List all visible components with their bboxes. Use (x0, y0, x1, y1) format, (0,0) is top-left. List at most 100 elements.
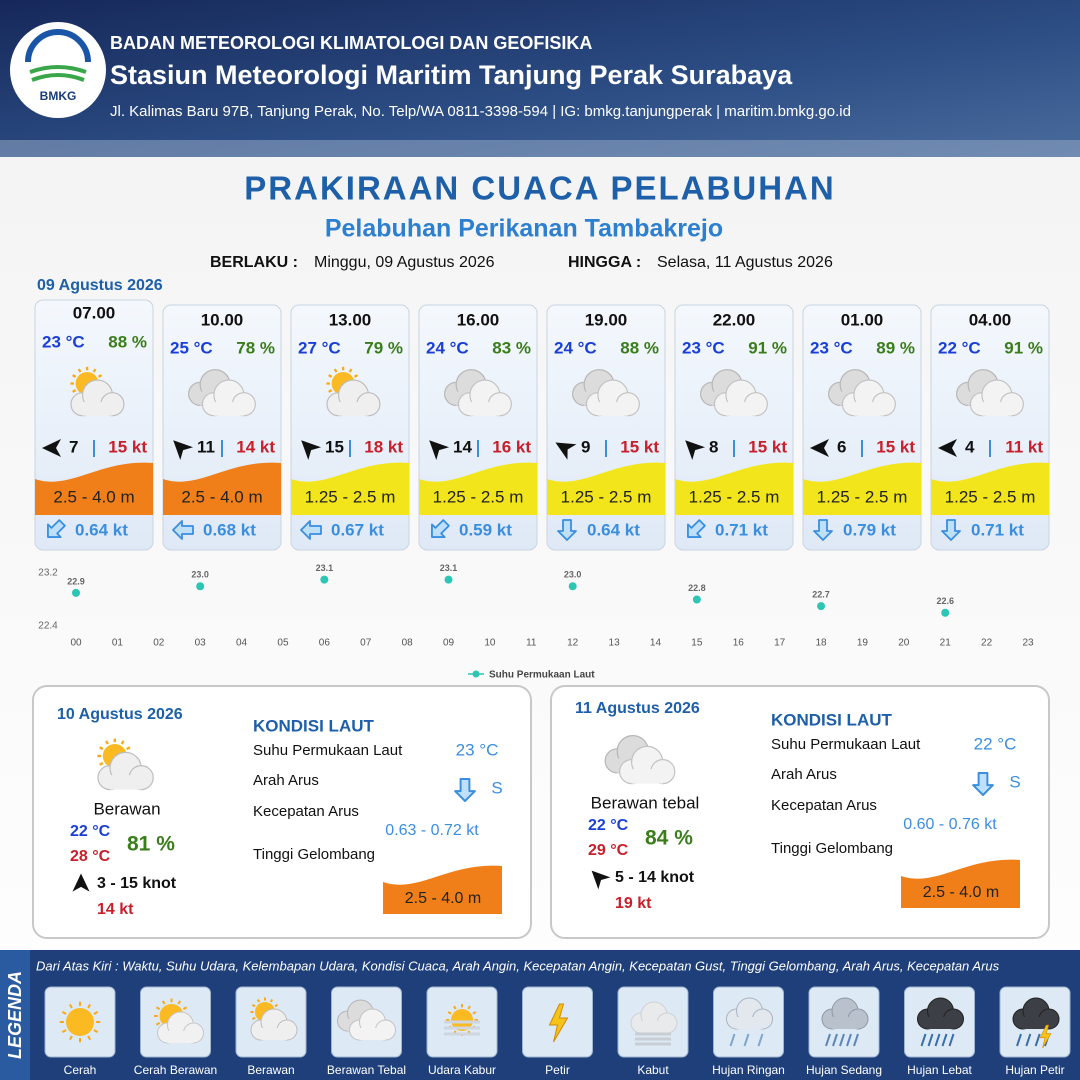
x-tick-label: 09 (443, 638, 455, 649)
current-arrow (300, 520, 322, 540)
current-dir-label: Arah Arus (253, 772, 319, 789)
speed-label: Kecepatan Arus (253, 803, 359, 820)
sun-ray (87, 1035, 92, 1041)
cloud-part (832, 1017, 858, 1029)
sun-ray (68, 1003, 73, 1009)
data-point (196, 582, 205, 591)
to-date: Selasa, 11 Agustus 2026 (657, 254, 833, 271)
lightning (548, 1003, 569, 1043)
humidity: 81 % (127, 833, 175, 856)
cloud-part (927, 1017, 954, 1029)
air-temp: 24 °C (426, 338, 469, 357)
legend-item: Hujan Sedang (806, 1063, 882, 1077)
cloud-part (725, 401, 756, 416)
current-arrow (431, 519, 450, 538)
data-label: 23.0 (564, 570, 582, 580)
x-tick-label: 10 (484, 638, 496, 649)
org-name: BADAN METEOROLOGI KLIMATOLOGI DAN GEOFIS… (110, 33, 592, 53)
wind-arrow (685, 440, 706, 461)
to-label: HINGGA : (568, 254, 641, 271)
weather-icon (917, 997, 964, 1047)
day-box (550, 685, 1050, 939)
rain (927, 1033, 934, 1047)
current-arrow (813, 519, 833, 541)
humidity: 91 % (1004, 338, 1043, 357)
x-tick-label: 11 (526, 638, 537, 649)
cloud-part (641, 1021, 667, 1033)
legend-item: Berawan (247, 1063, 294, 1077)
gust-speed: 18 kt (364, 437, 403, 456)
today-date: 09 Agustus 2026 (37, 277, 163, 294)
wave-height: 1.25 - 2.5 m (945, 487, 1036, 506)
weather-icon (70, 366, 125, 417)
subtitle: Pelabuhan Perikanan Tambakrejo (325, 215, 723, 243)
hour-time: 19.00 (585, 310, 628, 329)
x-tick-label: 21 (940, 638, 952, 649)
data-label: 22.7 (812, 590, 830, 600)
cloud-part (736, 1017, 763, 1029)
day-date: 11 Agustus 2026 (575, 700, 700, 717)
legend-item: Hujan Lebat (907, 1063, 972, 1077)
rain (825, 1033, 831, 1047)
sun-ray (99, 761, 104, 766)
wind-arrow (301, 440, 322, 461)
wind-speed: 15 (325, 437, 344, 456)
x-tick-label: 15 (691, 638, 703, 649)
wave-band (675, 462, 793, 515)
header-bg (0, 0, 1080, 157)
x-tick-label: 20 (898, 638, 910, 649)
gust-speed: 15 kt (620, 437, 659, 456)
wind-speed: 9 (581, 437, 590, 456)
current-speed: 0.71 kt (971, 520, 1024, 539)
legend-item: Udara Kabur (428, 1063, 496, 1077)
data-label: 22.9 (67, 576, 85, 586)
current-speed: 0.67 kt (331, 520, 384, 539)
rain (948, 1033, 955, 1047)
current-arrow (454, 778, 476, 802)
wave-height: 1.25 - 2.5 m (433, 487, 524, 506)
sst: 23 °C (456, 740, 499, 759)
x-tick-label: 01 (112, 638, 124, 649)
header-strip (0, 140, 1080, 157)
wave-band (163, 462, 281, 515)
day-box (32, 685, 532, 939)
wave-height: 1.25 - 2.5 m (561, 487, 652, 506)
weather-icon (188, 369, 256, 417)
wind-arrow (42, 439, 61, 457)
sun-ray (333, 368, 338, 373)
data-label: 22.8 (688, 583, 706, 593)
gust-speed: 15 kt (108, 437, 147, 456)
current-arrow (557, 519, 577, 541)
legend-title: LEGENDA (5, 971, 25, 1059)
legend-item: Kabut (637, 1063, 669, 1077)
weather-icon (1012, 997, 1060, 1049)
sun-ray (177, 1000, 182, 1005)
data-label: 23.0 (191, 570, 209, 580)
cloud-part (469, 401, 500, 416)
sun-ray (467, 1005, 471, 1010)
current-speed: 0.79 kt (843, 520, 896, 539)
rain (1025, 1033, 1032, 1047)
cloud-part (338, 401, 369, 416)
sun-ray (87, 1003, 92, 1009)
sun-ray (120, 740, 125, 745)
gust-speed: 11 kt (1005, 437, 1043, 456)
x-tick-label: 17 (774, 638, 786, 649)
wave-height: 1.25 - 2.5 m (817, 487, 908, 506)
legend-marker (472, 670, 480, 678)
cloud-part (261, 1028, 287, 1040)
humidity: 88 % (620, 338, 659, 357)
data-label: 23.1 (440, 563, 458, 573)
air-temp: 23 °C (42, 332, 85, 351)
x-tick-label: 18 (815, 638, 827, 649)
sst-label: Suhu Permukaan Laut (771, 736, 921, 753)
rain (743, 1033, 750, 1047)
humidity: 79 % (364, 338, 403, 357)
current-arrow (687, 519, 706, 538)
sun-ray (93, 1010, 99, 1015)
x-tick-label: 05 (277, 638, 289, 649)
cloud-part (213, 401, 244, 416)
current-speed: 0.59 kt (459, 520, 512, 539)
x-tick-label: 13 (609, 638, 621, 649)
sea-title: KONDISI LAUT (253, 716, 375, 735)
